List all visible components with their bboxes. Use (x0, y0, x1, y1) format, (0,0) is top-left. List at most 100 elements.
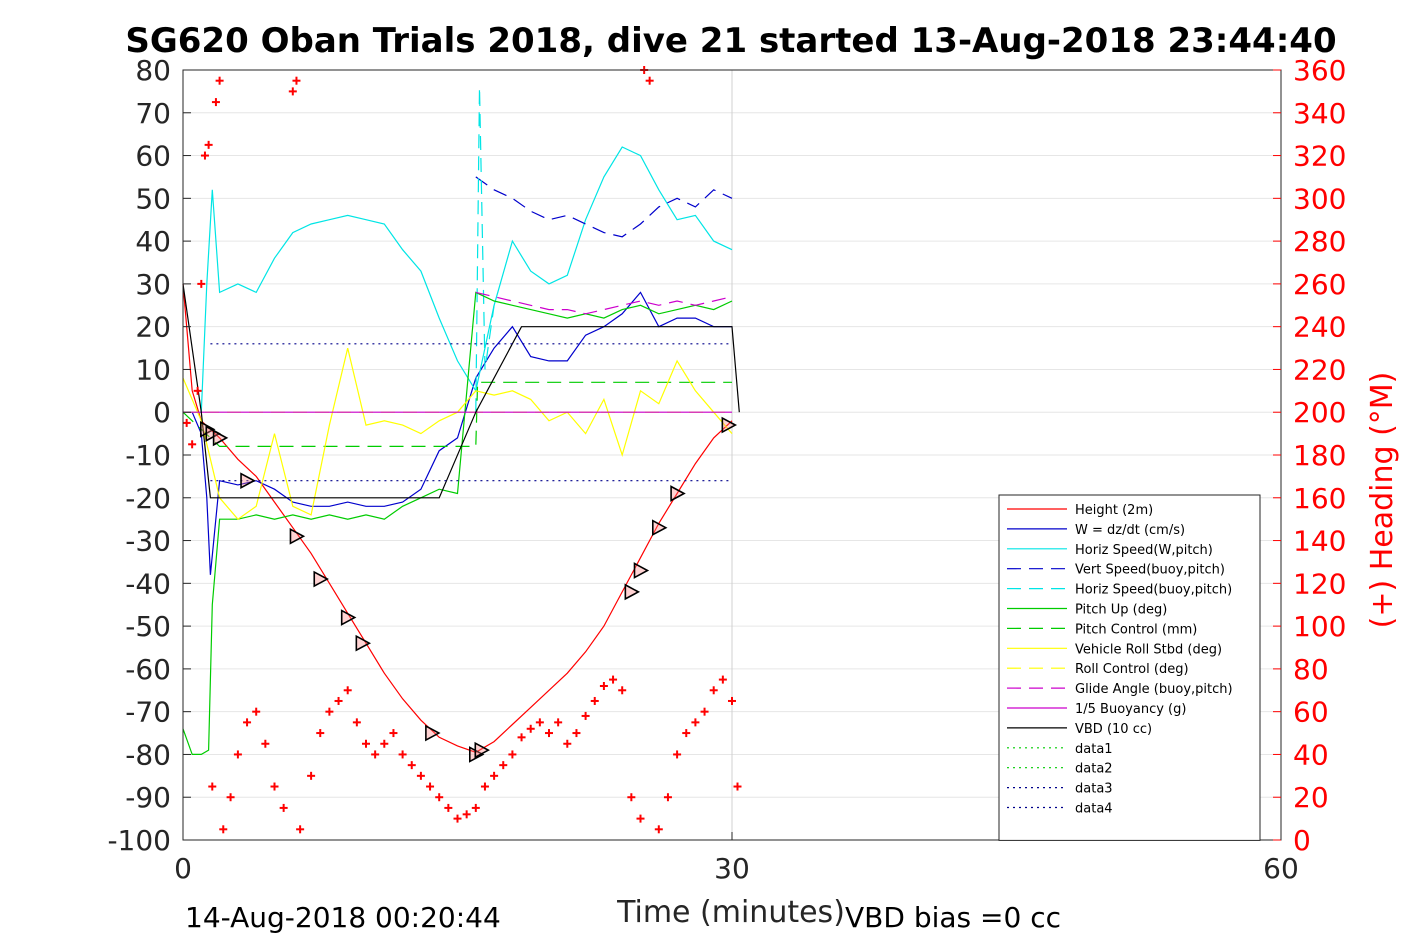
heading-point (292, 76, 301, 85)
y-tick-label-right: 300 (1293, 182, 1346, 215)
heading-point (682, 729, 691, 738)
y-tick-label-left: -40 (125, 567, 171, 600)
heading-point (219, 825, 228, 834)
heading-point (627, 793, 636, 802)
heading-point (490, 771, 499, 780)
heading-point (572, 729, 581, 738)
series-line (182, 381, 732, 447)
y-tick-label-left: -100 (107, 824, 171, 857)
heading-point (480, 782, 489, 791)
heading-point (416, 771, 425, 780)
y-tick-label-right: 40 (1293, 738, 1329, 771)
heading-point (407, 761, 416, 770)
heading-point (636, 814, 645, 823)
tick-labels: 80706050403020100-10-20-30-40-50-60-70-8… (107, 54, 1346, 885)
legend: Height (2m) W = dz/dt (cm/s) Horiz Speed(W… (998, 494, 1261, 841)
y-tick-label-right: 120 (1293, 567, 1346, 600)
y-tick-label-right: 200 (1293, 396, 1346, 429)
y-tick-label-right: 220 (1293, 353, 1346, 386)
y-tick-label-left: 50 (135, 182, 171, 215)
heading-point (307, 771, 316, 780)
heading-point (453, 814, 462, 823)
heading-point (444, 803, 453, 812)
height-marker (633, 562, 650, 579)
series-line (475, 176, 733, 238)
heading-point (673, 750, 682, 759)
heading-point (252, 707, 261, 716)
heading-point (435, 793, 444, 802)
heading-point (499, 761, 508, 770)
height-marker (289, 527, 306, 545)
heading-point (618, 686, 627, 695)
heading-point (517, 733, 526, 742)
heading-point (343, 686, 352, 695)
y-tick-label-left: 30 (135, 268, 171, 301)
x-axis-label: Time (minutes) (616, 895, 845, 930)
y-tick-label-right: 360 (1293, 54, 1346, 87)
heading-point (389, 729, 398, 738)
y-tick-label-left: -50 (125, 610, 171, 643)
heading-point (554, 718, 563, 727)
y-tick-label-left: 20 (135, 311, 171, 344)
height-marker (624, 583, 641, 601)
y-tick-label-left: -10 (125, 439, 171, 472)
y-tick-label-right: 60 (1293, 696, 1329, 729)
heading-point (362, 739, 370, 748)
y-tick-label-right: 80 (1293, 653, 1329, 686)
heading-point (471, 803, 480, 812)
heading-point (645, 76, 654, 85)
heading-point (663, 793, 672, 802)
heading-point (233, 750, 242, 759)
legend-entry: 1/5 Buoyancy (g) (1075, 702, 1186, 717)
y-tick-label-left: 80 (135, 54, 171, 87)
heading-points (182, 66, 742, 834)
heading-point (563, 739, 572, 748)
heading-point (261, 739, 270, 748)
heading-point (208, 782, 217, 791)
heading-point (197, 279, 206, 288)
y-tick-label-left: -80 (125, 738, 171, 771)
heading-point (590, 696, 599, 705)
height-marker (468, 746, 485, 763)
height-marker (212, 429, 229, 447)
y-tick-label-left: -60 (125, 653, 171, 686)
legend-entry: data3 (1075, 782, 1113, 797)
heading-point (462, 810, 471, 819)
heading-point (316, 729, 325, 738)
height-marker (651, 519, 668, 537)
footer-timestamp: 14-Aug-2018 00:20:44 (185, 901, 501, 934)
y-tick-label-left: 70 (135, 97, 171, 130)
height-marker (205, 425, 221, 442)
height-marker (670, 485, 686, 502)
heading-point (182, 418, 191, 427)
legend-entry: Pitch Control (mm) (1075, 622, 1197, 637)
height-marker (199, 420, 216, 438)
height-marker (313, 570, 329, 588)
series-line (183, 146, 733, 413)
heading-point (226, 793, 235, 802)
heading-point (599, 682, 608, 690)
heading-point (535, 718, 544, 727)
heading-point (325, 707, 334, 716)
y-tick-label-left: 10 (135, 353, 171, 386)
heading-point (188, 440, 197, 449)
series-line (182, 283, 740, 499)
y-tick-label-right: 180 (1293, 439, 1346, 472)
y-tick-label-right: 320 (1293, 140, 1346, 173)
y-tick-label-right: 160 (1293, 482, 1346, 515)
y-tick-label-left: 0 (153, 396, 171, 429)
height-marker (355, 634, 372, 652)
heading-point (371, 750, 380, 759)
y-tick-label-left: -30 (125, 525, 171, 558)
heading-point (279, 803, 288, 812)
heading-point (352, 718, 361, 727)
heading-point (193, 386, 202, 395)
y-tick-label-left: -70 (125, 696, 171, 729)
y-tick-label-right: 140 (1293, 525, 1346, 558)
legend-entry: W = dz/dt (cm/s) (1075, 523, 1185, 538)
heading-point (718, 675, 727, 684)
heading-point (691, 718, 700, 727)
heading-point (581, 711, 590, 720)
legend-entry: Glide Angle (buoy,pitch) (1075, 682, 1233, 697)
